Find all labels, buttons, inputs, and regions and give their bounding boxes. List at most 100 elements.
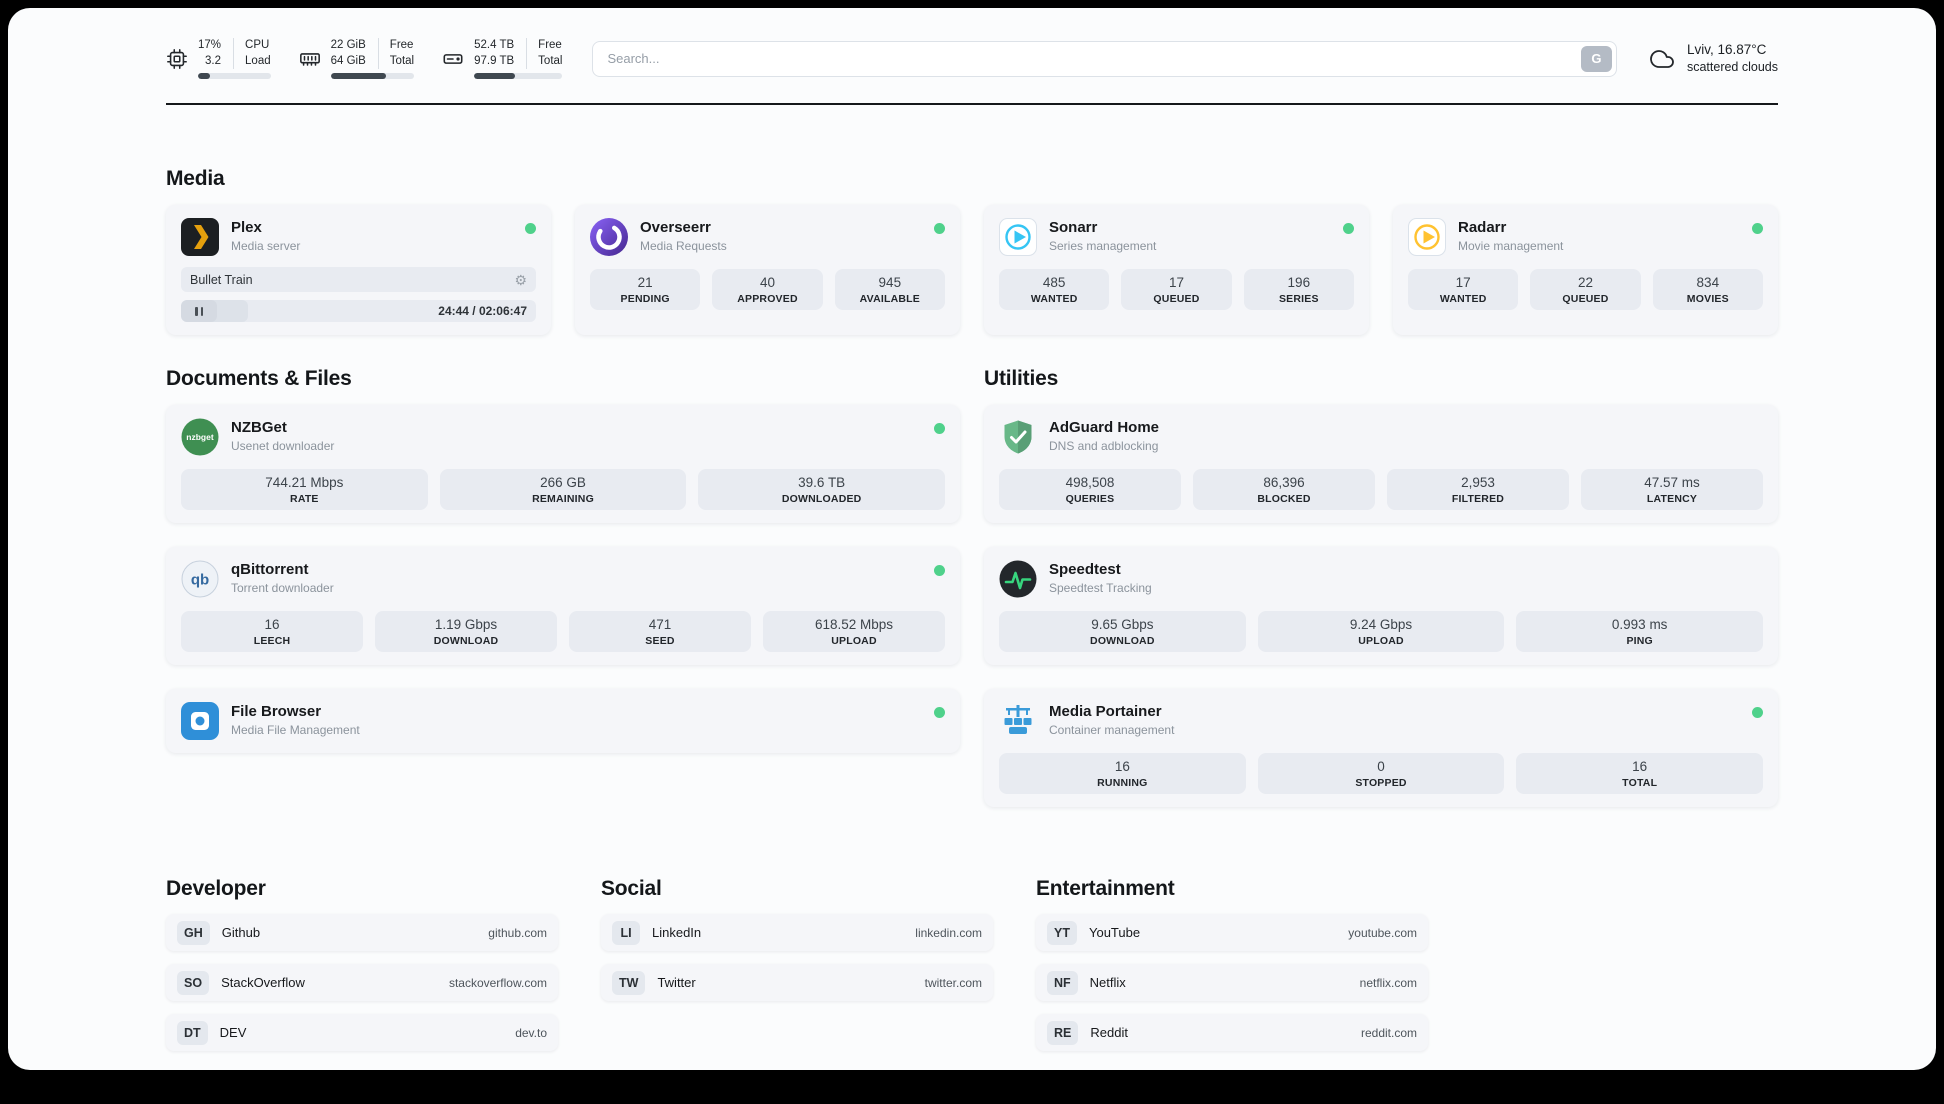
search-bar: G — [592, 40, 1617, 77]
disk-progress-bar — [474, 73, 563, 80]
weather-location: Lviv, 16.87°C — [1686, 41, 1767, 57]
status-dot — [1752, 223, 1763, 235]
cloud-icon — [1647, 47, 1677, 71]
section-developer: Developer GH Github github.com SO StackO… — [166, 877, 558, 1052]
stat-series: 196 SERIES — [1243, 269, 1354, 311]
playback-progress-bar[interactable]: 24:44 / 02:06:47 — [181, 300, 536, 323]
app-subtitle: Movie management — [1458, 239, 1564, 254]
search-engine-button[interactable]: G — [1580, 45, 1612, 72]
ram-progress-bar — [330, 73, 415, 80]
bookmark-url: youtube.com — [1348, 925, 1417, 940]
stat-label: RUNNING — [1097, 777, 1148, 790]
app-card-portainer[interactable]: Media Portainer Container management 16 … — [984, 689, 1778, 808]
system-metrics: 17% 3.2 CPU Load — [166, 38, 563, 80]
app-card-plex[interactable]: Plex Media server Bullet Train ⚙ 24:44 /… — [166, 205, 551, 336]
top-bar: 17% 3.2 CPU Load — [166, 8, 1778, 80]
stat-queued: 22 QUEUED — [1530, 269, 1641, 311]
app-subtitle: Media server — [231, 239, 301, 254]
bookmark-reddit[interactable]: RE Reddit reddit.com — [1036, 1014, 1428, 1052]
stat-label: PENDING — [620, 293, 670, 306]
ram-total-label: Total — [389, 54, 415, 67]
status-dot — [1752, 707, 1763, 719]
bookmark-abbr: DT — [177, 1020, 208, 1045]
cpu-label: CPU — [245, 39, 270, 51]
bookmark-name: DEV — [219, 1025, 247, 1041]
stat-remaining: 266 GB REMAINING — [439, 469, 687, 511]
app-subtitle: Torrent downloader — [231, 581, 334, 596]
bookmark-stackoverflow[interactable]: SO StackOverflow stackoverflow.com — [166, 964, 558, 1002]
stat-value: 16 — [1114, 759, 1130, 775]
portainer-icon — [999, 702, 1037, 740]
stat-label: QUERIES — [1065, 493, 1115, 506]
now-playing-title: Bullet Train — [190, 272, 253, 287]
status-dot — [934, 565, 945, 577]
stat-value: 16 — [264, 617, 280, 633]
stat-value: 196 — [1287, 275, 1311, 291]
bookmark-github[interactable]: GH Github github.com — [166, 914, 558, 952]
bookmark-linkedin[interactable]: LI LinkedIn linkedin.com — [601, 914, 993, 952]
bookmark-dev[interactable]: DT DEV dev.to — [166, 1014, 558, 1052]
app-name: Overseerr — [640, 219, 711, 237]
bookmark-twitter[interactable]: TW Twitter twitter.com — [601, 964, 993, 1002]
filebrowser-icon — [181, 702, 219, 741]
section-social: Social LI LinkedIn linkedin.com TW Twitt… — [601, 877, 993, 1051]
stat-wanted: 485 WANTED — [999, 269, 1110, 311]
app-card-adguard[interactable]: AdGuard Home DNS and adblocking 498,508 … — [984, 405, 1778, 524]
stat-label: STOPPED — [1355, 777, 1407, 790]
stat-ping: 0.993 ms PING — [1516, 611, 1764, 653]
stat-label: WANTED — [1439, 293, 1487, 306]
stat-label: LEECH — [253, 635, 291, 648]
app-name: qBittorrent — [231, 561, 309, 579]
stat-upload: 618.52 Mbps UPLOAD — [763, 611, 945, 653]
bookmark-abbr: TW — [612, 970, 646, 995]
app-card-overseerr[interactable]: Overseerr Media Requests 21 PENDING 40 A… — [575, 205, 960, 336]
bookmark-name: Reddit — [1090, 1025, 1128, 1041]
ram-total-value: 64 GiB — [330, 54, 366, 67]
stat-value: 21 — [637, 275, 653, 291]
cpu-usage-value: 17% — [198, 39, 222, 51]
cpu-icon — [166, 48, 188, 70]
plex-icon — [181, 218, 219, 257]
app-name: Sonarr — [1049, 219, 1098, 237]
status-dot — [934, 423, 945, 435]
app-card-sonarr[interactable]: Sonarr Series management 485 WANTED 17 Q… — [984, 205, 1369, 336]
bookmark-name: Github — [221, 925, 261, 941]
gear-icon[interactable]: ⚙ — [514, 271, 527, 288]
app-name: AdGuard Home — [1049, 419, 1160, 437]
stat-stopped: 0 STOPPED — [1257, 753, 1505, 795]
speedtest-icon — [999, 560, 1037, 598]
adguard-icon — [999, 418, 1037, 456]
stat-upload: 9.24 Gbps UPLOAD — [1257, 611, 1505, 653]
weather-widget[interactable]: Lviv, 16.87°C scattered clouds — [1647, 41, 1778, 76]
app-name: Speedtest — [1049, 561, 1121, 579]
media-section-title: Media — [166, 167, 225, 191]
app-card-qbittorrent[interactable]: qb qBittorrent Torrent downloader 16 — [166, 547, 960, 666]
bookmark-youtube[interactable]: YT YouTube youtube.com — [1036, 914, 1428, 952]
stat-label: FILTERED — [1451, 493, 1505, 506]
stat-movies: 834 MOVIES — [1652, 269, 1763, 311]
stat-label: AVAILABLE — [859, 293, 920, 306]
app-card-speedtest[interactable]: Speedtest Speedtest Tracking 9.65 Gbps D… — [984, 547, 1778, 666]
stat-rate: 744.21 Mbps RATE — [181, 469, 428, 511]
bookmark-name: Twitter — [657, 975, 696, 991]
app-card-radarr[interactable]: Radarr Movie management 17 WANTED 22 QUE… — [1393, 205, 1778, 336]
pause-button[interactable] — [181, 300, 217, 323]
stat-value: 2,953 — [1461, 475, 1495, 491]
dashboard-window: 17% 3.2 CPU Load — [8, 8, 1936, 1070]
app-name: Media Portainer — [1049, 703, 1162, 721]
search-input[interactable] — [592, 40, 1617, 77]
app-subtitle: Media File Management — [231, 723, 360, 738]
section-media: Media Plex Media server — [166, 167, 1778, 336]
stat-pending: 21 PENDING — [590, 269, 701, 311]
now-playing-bar: Bullet Train ⚙ — [181, 267, 536, 293]
ram-free-value: 22 GiB — [330, 39, 366, 51]
stat-leech: 16 LEECH — [181, 611, 363, 653]
app-card-nzbget[interactable]: nzbget NZBGet Usenet downloader 744.21 M… — [166, 405, 960, 524]
app-card-filebrowser[interactable]: File Browser Media File Management — [166, 689, 960, 754]
stat-label: SEED — [645, 635, 675, 648]
stat-label: TOTAL — [1622, 777, 1658, 790]
bookmark-name: StackOverflow — [221, 975, 305, 991]
bookmark-netflix[interactable]: NF Netflix netflix.com — [1036, 964, 1428, 1002]
bookmark-url: netflix.com — [1359, 975, 1417, 990]
qbittorrent-icon: qb — [181, 560, 219, 598]
